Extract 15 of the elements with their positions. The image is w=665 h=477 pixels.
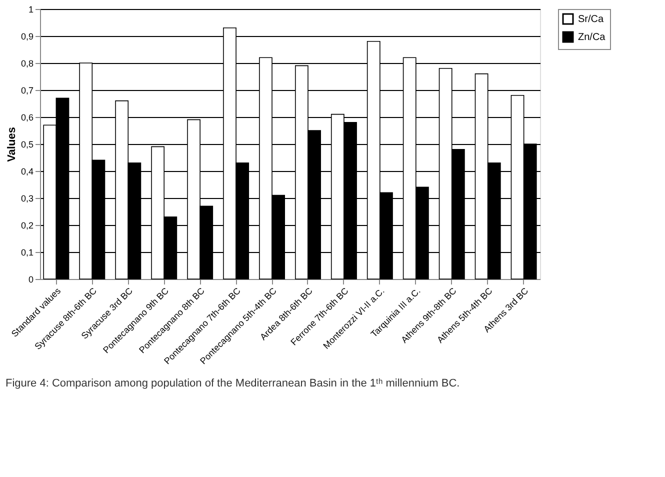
y-tick-label: 0,8 xyxy=(20,58,34,68)
y-tick-label: 0,6 xyxy=(20,112,34,122)
y-tick-label: 1 xyxy=(28,4,34,14)
y-tick-label: 0,3 xyxy=(20,194,34,204)
y-tick-label: 0,5 xyxy=(20,140,34,150)
y-tick-label: 0 xyxy=(28,274,34,284)
caption: Figure 4: Comparison among population of the Mediterranean Basin in the 1ᵗʰ millennium BC. xyxy=(5,378,460,390)
legend-label: Sr/Ca xyxy=(578,14,604,25)
y-tick-label: 0,9 xyxy=(20,32,34,42)
y-tick-label: 0,4 xyxy=(20,166,34,176)
y-tick-label: 0,7 xyxy=(20,86,34,96)
y-tick-label: 0,1 xyxy=(20,248,34,258)
y-axis-title: Values xyxy=(6,127,18,162)
legend-label: Zn/Ca xyxy=(578,32,606,43)
y-tick-label: 0,2 xyxy=(20,220,34,230)
